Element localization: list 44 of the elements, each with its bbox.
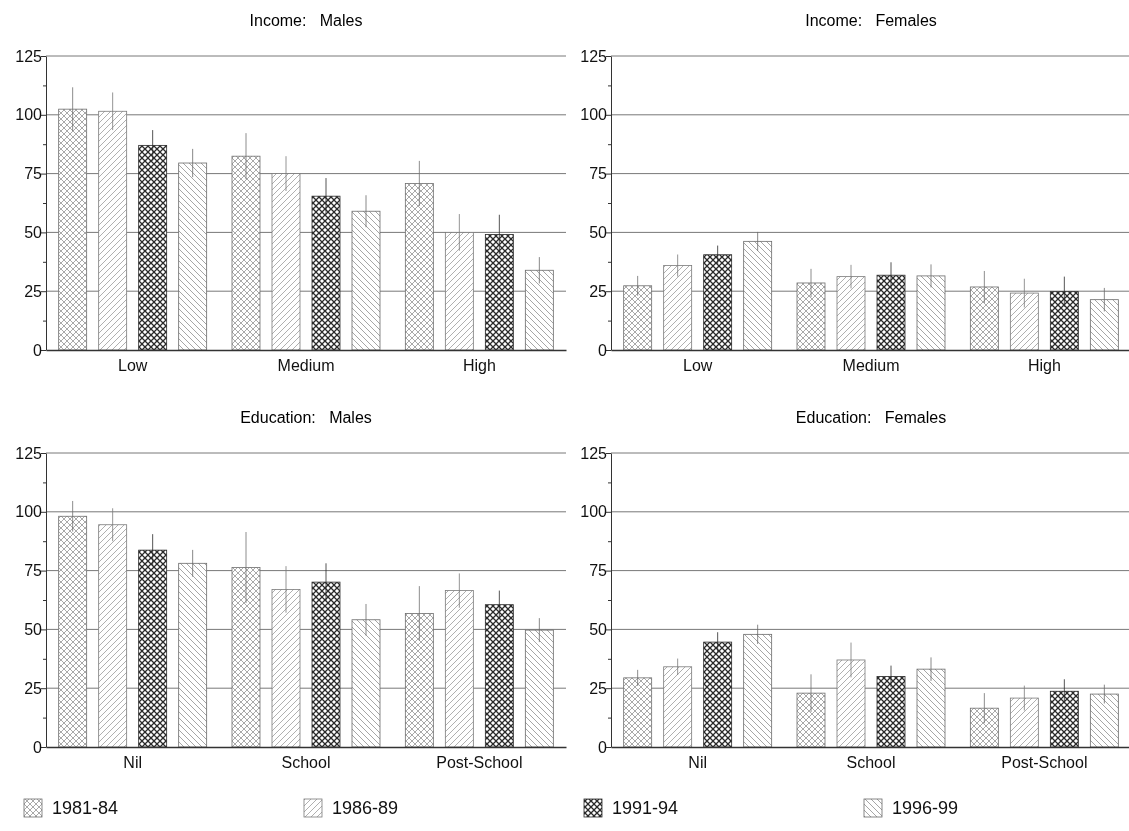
y-tick-label: 125 (15, 444, 43, 462)
chart-title: Education: Females (795, 409, 947, 426)
legend-label: 1996-99 (892, 798, 959, 818)
y-tick-label: 25 (589, 679, 608, 697)
x-tick-label: Nil (123, 753, 142, 771)
x-tick-label: High (462, 356, 496, 374)
legend-label: 1981-84 (52, 798, 119, 818)
y-tick-label: 100 (15, 106, 43, 124)
x-tick-label: Medium (842, 356, 900, 374)
y-tick-label: 50 (589, 224, 608, 242)
x-tick-label: High (1027, 356, 1061, 374)
y-tick-label: 50 (24, 224, 43, 242)
y-tick-label: 25 (24, 282, 43, 300)
chart-title: Income: Females (805, 12, 937, 29)
y-tick-label: 75 (589, 165, 608, 183)
chart-title: Education: Males (240, 409, 372, 426)
y-tick-label: 25 (24, 679, 43, 697)
y-tick-label: 0 (33, 341, 43, 359)
x-tick-label: Medium (277, 356, 335, 374)
x-tick-label: Low (682, 356, 713, 374)
x-tick-label: School (281, 753, 331, 771)
y-tick-label: 100 (580, 106, 608, 124)
y-tick-label: 0 (598, 738, 608, 756)
y-tick-label: 25 (589, 282, 608, 300)
legend-label: 1991-94 (612, 798, 679, 818)
y-tick-label: 75 (24, 165, 43, 183)
y-tick-label: 50 (24, 621, 43, 639)
chart-title: Income: Males (249, 12, 363, 29)
y-tick-label: 0 (598, 341, 608, 359)
y-tick-label: 0 (33, 738, 43, 756)
y-tick-label: 100 (15, 503, 43, 521)
y-tick-label: 125 (15, 47, 43, 65)
x-tick-label: School (846, 753, 896, 771)
y-tick-label: 50 (589, 621, 608, 639)
y-tick-label: 125 (580, 444, 608, 462)
y-tick-label: 75 (24, 562, 43, 580)
y-tick-label: 75 (589, 562, 608, 580)
x-tick-label: Low (117, 356, 148, 374)
x-tick-label: Post-School (436, 753, 523, 771)
legend-label: 1986-89 (332, 798, 399, 818)
x-tick-label: Post-School (1001, 753, 1088, 771)
y-tick-label: 100 (580, 503, 608, 521)
x-tick-label: Nil (688, 753, 707, 771)
y-tick-label: 125 (580, 47, 608, 65)
